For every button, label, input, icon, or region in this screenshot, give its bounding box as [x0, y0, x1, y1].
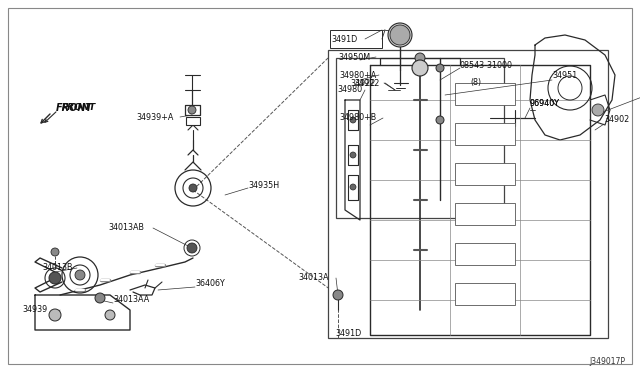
Text: 34980+B: 34980+B: [339, 113, 376, 122]
Text: 3491D: 3491D: [335, 328, 361, 337]
Text: 96940Y: 96940Y: [530, 99, 560, 108]
Text: 08543-31000: 08543-31000: [460, 61, 513, 70]
Text: 34980: 34980: [337, 86, 362, 94]
Text: 34935H: 34935H: [248, 180, 279, 189]
Text: FRONT: FRONT: [56, 103, 93, 113]
Text: FRONT: FRONT: [62, 103, 96, 112]
Circle shape: [390, 25, 410, 45]
Bar: [336, 58, 504, 218]
Circle shape: [350, 184, 356, 190]
Circle shape: [105, 310, 115, 320]
Text: 34980+A: 34980+A: [339, 71, 376, 80]
Text: 34939+A: 34939+A: [136, 112, 173, 122]
Circle shape: [49, 272, 61, 284]
Bar: [328, 50, 608, 338]
Text: (8): (8): [470, 77, 481, 87]
Bar: [455, 83, 515, 105]
Circle shape: [436, 64, 444, 72]
Circle shape: [415, 53, 425, 63]
Text: 3491D: 3491D: [331, 35, 357, 44]
Circle shape: [350, 152, 356, 158]
Bar: [330, 30, 382, 48]
Circle shape: [412, 60, 428, 76]
Text: 34922: 34922: [354, 78, 380, 87]
Circle shape: [51, 248, 59, 256]
Circle shape: [187, 243, 197, 253]
Text: 34939: 34939: [22, 305, 47, 314]
Bar: [455, 203, 515, 225]
Text: 34922: 34922: [350, 78, 376, 87]
Circle shape: [75, 270, 85, 280]
Text: J349017P: J349017P: [589, 357, 625, 366]
Circle shape: [189, 184, 197, 192]
Text: 34950M: 34950M: [338, 52, 370, 61]
Text: 96940Y: 96940Y: [530, 99, 560, 108]
Bar: [455, 163, 515, 185]
Bar: [186, 117, 200, 125]
Text: 34013A: 34013A: [298, 273, 328, 282]
Text: 34951: 34951: [552, 71, 577, 80]
Circle shape: [188, 106, 196, 114]
Circle shape: [95, 293, 105, 303]
Text: 34013B: 34013B: [42, 263, 72, 273]
Circle shape: [436, 116, 444, 124]
Bar: [455, 243, 515, 265]
Circle shape: [49, 309, 61, 321]
Text: 34902: 34902: [604, 115, 629, 125]
Circle shape: [333, 290, 343, 300]
Circle shape: [388, 23, 412, 47]
Circle shape: [592, 104, 604, 116]
Text: 36406Y: 36406Y: [195, 279, 225, 289]
Circle shape: [350, 117, 356, 123]
Text: 34013AB: 34013AB: [108, 224, 144, 232]
Bar: [455, 123, 515, 145]
Bar: [455, 283, 515, 305]
Text: 34013AA: 34013AA: [113, 295, 149, 305]
